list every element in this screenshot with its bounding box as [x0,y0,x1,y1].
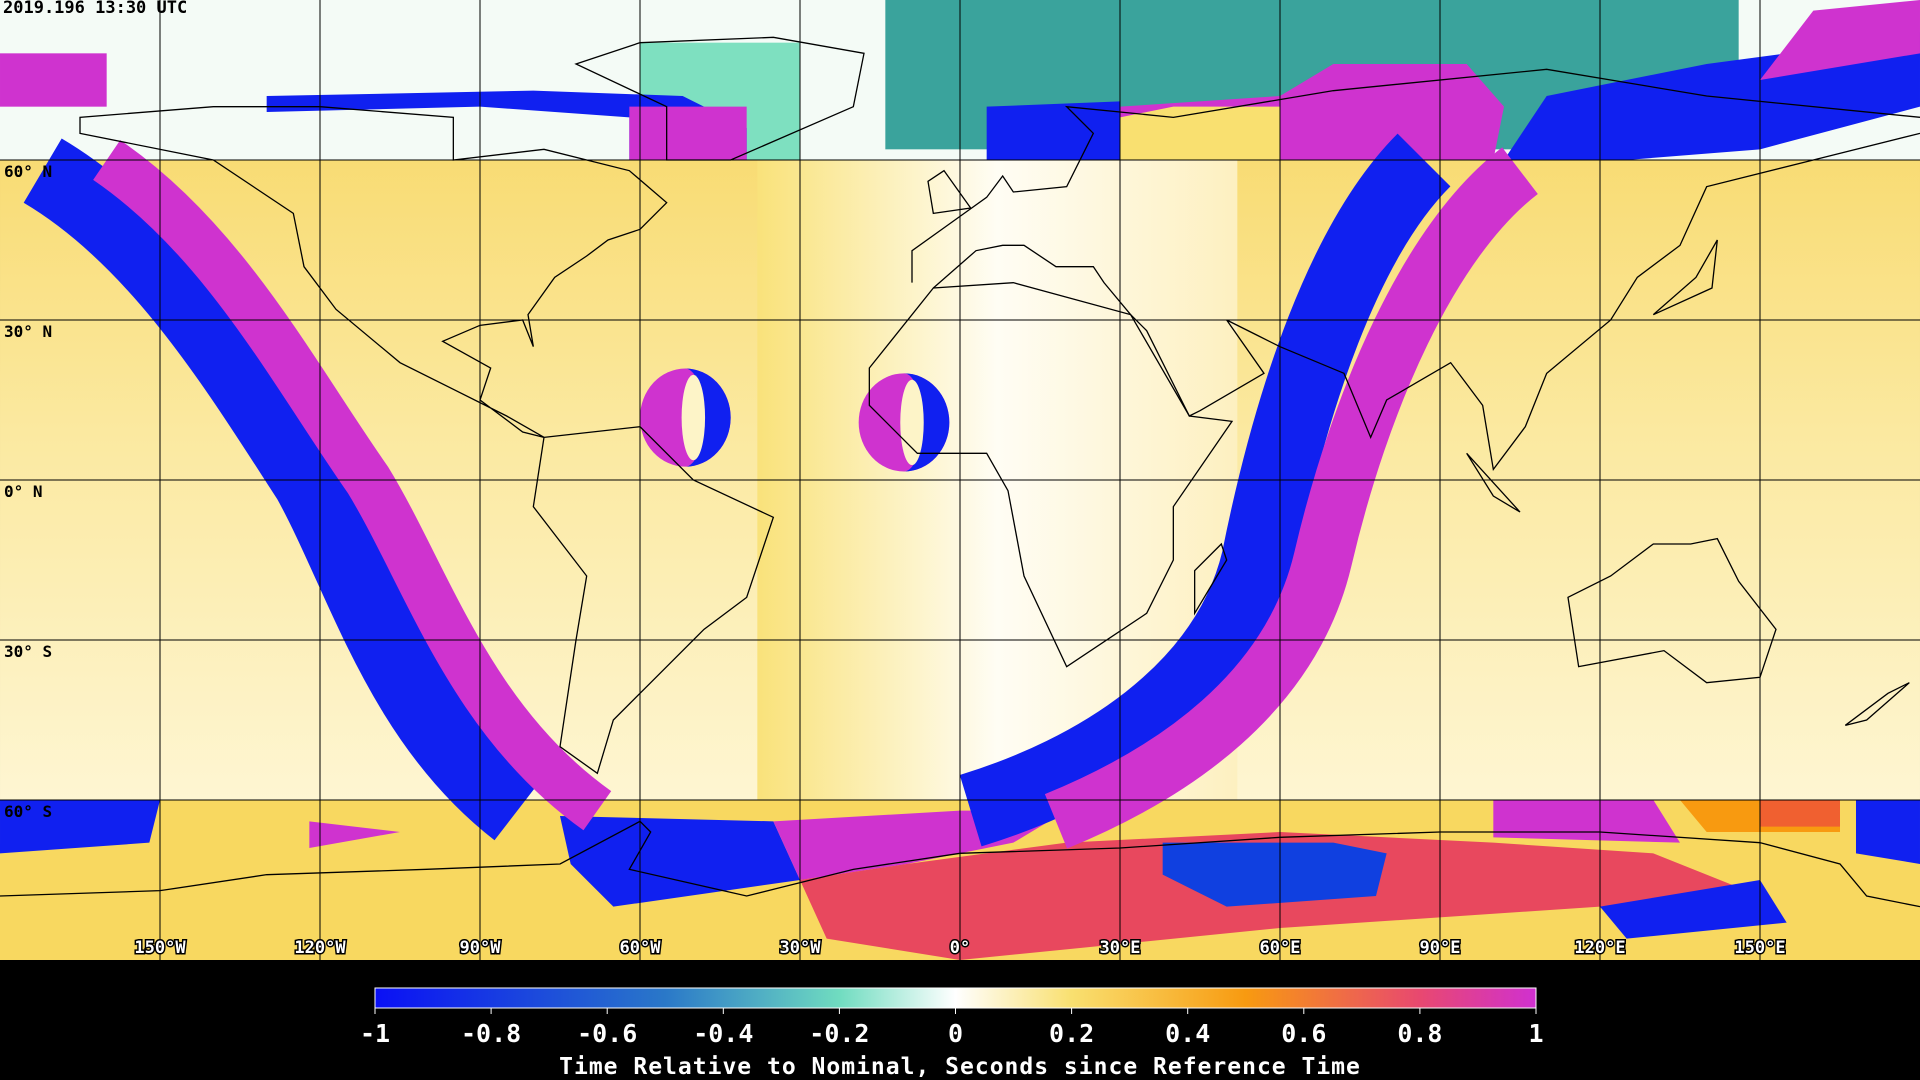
colorbar-tick-label: -0.8 [461,1019,521,1048]
colorbar-tick-label: 0.4 [1165,1019,1210,1048]
polar-field [1599,879,1787,939]
colorbar-tick-label: -0.2 [809,1019,869,1048]
polar-field [0,799,161,854]
longitude-label: 60°E [1260,938,1301,958]
colorbar-tick-label: -0.4 [693,1019,753,1048]
longitude-label: 120°E [1574,938,1625,958]
colorbar-tick-label: 0.8 [1397,1019,1442,1048]
longitude-label: 90°E [1420,938,1461,958]
polar-field [1493,799,1680,843]
colorbar-tick-label: 0.6 [1281,1019,1326,1048]
colorbar-tick-label: 0.2 [1049,1019,1094,1048]
colorbar-tick-label: -1 [360,1019,390,1048]
colorbar-panel [0,960,1920,1080]
polar-field [309,821,401,848]
latitude-label: 30° S [4,642,52,661]
coastlines [0,37,1920,906]
colorbar-tick-label: 0 [948,1019,963,1048]
longitude-label: 60°W [620,938,662,958]
scan-swath [1044,147,1539,849]
longitude-label: 150°E [1734,938,1785,958]
scan-swath [959,133,1451,847]
latitude-label: 30° N [4,322,52,341]
disc [858,373,950,472]
polar-field [0,53,107,107]
latitude-label: 60° S [4,802,52,821]
longitude-label: 150°W [134,938,186,958]
colorbar [374,987,1537,1009]
polar-field [1855,799,1920,864]
disc [640,368,731,467]
polar-field [560,815,801,907]
colorbar-tick-label: 1 [1528,1019,1543,1048]
polar-field [629,106,747,161]
colorbar-label: Time Relative to Nominal, Seconds since … [559,1054,1361,1080]
graticule: 60° N 30° N 0° N 30° S 60° S 150°W 120°W 90°W 60… [0,159,1920,960]
polar-field [1162,842,1387,907]
longitude-label: 90°W [460,938,502,958]
longitude-label: 30°W [780,938,822,958]
colorbar-tick-label: -0.6 [577,1019,637,1048]
longitude-label: 0° [950,938,970,958]
polar-field [1759,799,1840,827]
latitude-label: 60° N [4,162,52,181]
longitude-label: 120°W [294,938,346,958]
polar-field [1759,0,1920,81]
polar-field [1119,106,1280,161]
timestamp: 2019.196 13:30 UTC [3,0,187,18]
latitude-label: 0° N [4,482,43,501]
longitude-label: 30°E [1100,938,1141,958]
polar-field [266,90,747,161]
